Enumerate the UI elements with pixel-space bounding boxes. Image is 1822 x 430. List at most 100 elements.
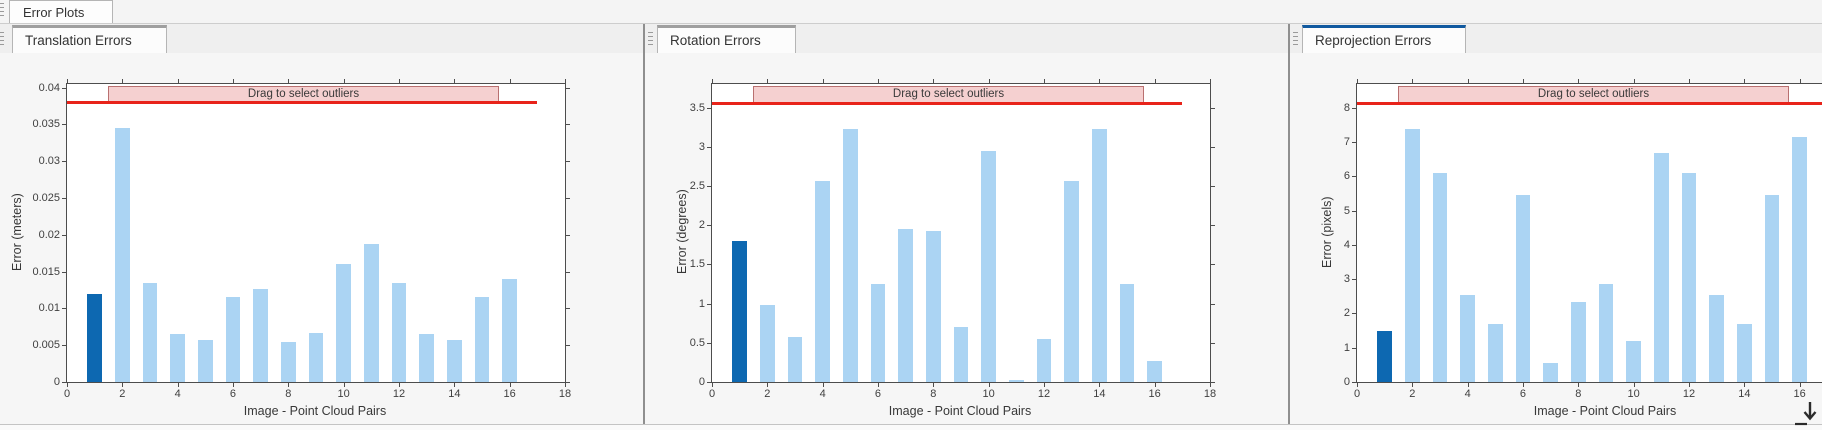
bar-pair-3[interactable] <box>142 282 158 382</box>
band-label: Drag to select outliers <box>892 88 1005 101</box>
y-axis-label: Error (meters) <box>10 193 24 271</box>
x-tick-label: 16 <box>1793 388 1806 400</box>
bar-pair-2[interactable] <box>760 305 775 382</box>
drag-grip-icon[interactable] <box>0 32 4 48</box>
bar-pair-8[interactable] <box>281 341 296 382</box>
y-tick-label: 7 <box>1343 136 1350 149</box>
bar-pair-9[interactable] <box>953 327 969 382</box>
tick-mark <box>1357 382 1358 387</box>
bar-pair-7[interactable] <box>253 289 268 382</box>
bar-pair-5[interactable] <box>198 340 213 382</box>
tick-mark <box>565 345 570 347</box>
bar-pair-16[interactable] <box>1147 360 1162 382</box>
x-tick-label: 2 <box>764 388 771 400</box>
tick-mark <box>565 271 570 273</box>
bar-pair-6[interactable] <box>225 297 241 382</box>
bar-pair-4[interactable] <box>815 181 830 382</box>
x-tick-label: 4 <box>819 388 826 400</box>
bar-pair-4[interactable] <box>1460 294 1475 382</box>
bar-pair-14[interactable] <box>1737 323 1752 382</box>
bar-pair-7[interactable] <box>1543 363 1558 382</box>
down-arrow-icon[interactable] <box>1793 397 1819 429</box>
tick-mark <box>1210 225 1215 227</box>
bar-pair-5[interactable] <box>843 129 858 382</box>
bar-pair-6[interactable] <box>1515 195 1531 382</box>
bar-pair-13[interactable] <box>1064 181 1079 382</box>
bar-pair-10[interactable] <box>1626 340 1641 382</box>
tick-mark <box>707 382 712 383</box>
figure-group-tab-row: Error Plots <box>0 0 1822 24</box>
bar-pair-4[interactable] <box>170 334 185 382</box>
y-tick-label: 2 <box>698 219 705 232</box>
bar-pair-14[interactable] <box>447 340 462 382</box>
tick-mark <box>565 198 570 200</box>
tab-reprojection-errors[interactable]: Reprojection Errors <box>1302 25 1467 53</box>
bar-pair-16[interactable] <box>1792 137 1807 382</box>
bar-pair-10[interactable] <box>981 150 996 382</box>
outlier-threshold-line[interactable] <box>712 101 1183 105</box>
bar-pair-10[interactable] <box>336 264 351 382</box>
band-label: Drag to select outliers <box>247 88 360 101</box>
tick-mark <box>399 79 400 84</box>
bar-pair-12[interactable] <box>1681 173 1697 382</box>
bar-pair-1[interactable] <box>732 240 747 382</box>
x-tick-label: 10 <box>982 388 995 400</box>
drag-grip-icon[interactable] <box>0 3 4 19</box>
bar-pair-13[interactable] <box>419 334 434 382</box>
outlier-threshold-line[interactable] <box>67 101 538 105</box>
x-tick-label: 14 <box>448 388 461 400</box>
bar-pair-7[interactable] <box>898 229 913 382</box>
tick-mark <box>1352 142 1357 144</box>
outlier-threshold-line[interactable] <box>1357 101 1822 105</box>
bar-pair-15[interactable] <box>1119 283 1135 382</box>
bar-pair-8[interactable] <box>1571 301 1586 382</box>
bar-pair-3[interactable] <box>787 337 803 382</box>
bar-pair-13[interactable] <box>1709 294 1724 382</box>
x-tick-label: 8 <box>285 388 292 400</box>
tick-mark <box>1689 79 1690 84</box>
bar-pair-15[interactable] <box>1764 195 1780 382</box>
bar-pair-2[interactable] <box>115 128 130 382</box>
tick-mark <box>1154 382 1156 387</box>
bar-pair-5[interactable] <box>1488 323 1503 382</box>
y-tick-label: 3 <box>698 140 705 153</box>
drag-select-outliers-band[interactable]: Drag to select outliers <box>108 86 499 103</box>
bar-pair-15[interactable] <box>474 297 490 382</box>
figure-panels: Translation Errors Error (meters) 0 0.005… <box>0 24 1822 424</box>
bar-pair-12[interactable] <box>1036 338 1052 382</box>
tick-mark <box>1352 382 1357 383</box>
bar-pair-6[interactable] <box>870 283 886 382</box>
drag-grip-icon[interactable] <box>1293 32 1298 48</box>
bar-pair-14[interactable] <box>1092 129 1107 382</box>
bar-pair-1[interactable] <box>87 293 102 382</box>
bar-pair-16[interactable] <box>502 279 517 382</box>
bar-pair-12[interactable] <box>391 282 407 382</box>
bar-pair-3[interactable] <box>1432 173 1448 382</box>
bar-pair-9[interactable] <box>308 332 324 382</box>
tick-mark <box>1744 79 1746 84</box>
bar-pair-2[interactable] <box>1405 128 1420 382</box>
drag-select-outliers-band[interactable]: Drag to select outliers <box>1398 86 1789 103</box>
bar-pair-8[interactable] <box>926 231 941 382</box>
x-axis-label: Image - Point Cloud Pairs <box>1533 404 1677 418</box>
reprojection-tabstrip: Reprojection Errors <box>1290 24 1822 53</box>
bar-pair-9[interactable] <box>1598 284 1614 382</box>
tick-mark <box>1099 382 1101 387</box>
bar-pair-11[interactable] <box>1654 152 1669 382</box>
x-axis-label: Image - Point Cloud Pairs <box>243 404 387 418</box>
drag-grip-icon[interactable] <box>648 32 653 48</box>
drag-select-outliers-band[interactable]: Drag to select outliers <box>753 86 1144 103</box>
tab-translation-errors[interactable]: Translation Errors <box>12 25 167 53</box>
x-tick-label: 6 <box>229 388 237 400</box>
tab-rotation-errors[interactable]: Rotation Errors <box>657 25 796 53</box>
tab-error-plots[interactable]: Error Plots <box>9 0 114 23</box>
tick-mark <box>1412 79 1414 84</box>
bar-pair-1[interactable] <box>1377 330 1392 382</box>
bar-pair-11[interactable] <box>364 243 379 382</box>
tick-mark <box>565 234 570 236</box>
x-tick-label: 0 <box>63 388 71 400</box>
bar-pair-11[interactable] <box>1009 380 1024 382</box>
tick-mark <box>707 107 712 109</box>
tick-mark <box>1210 264 1215 266</box>
y-axis-label: Error (pixels) <box>1320 196 1334 268</box>
